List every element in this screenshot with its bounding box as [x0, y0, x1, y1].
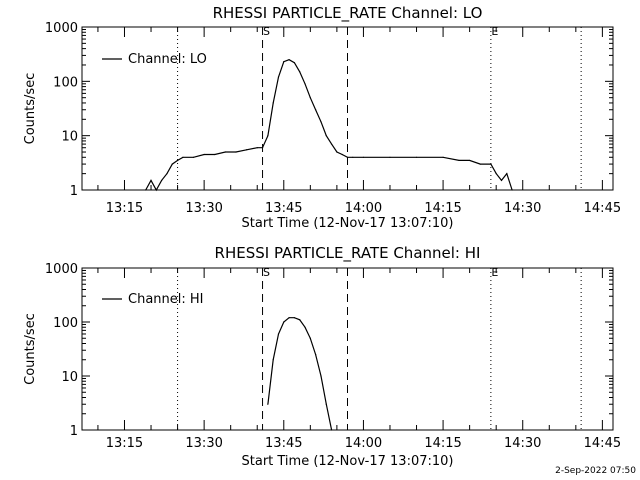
data-point [171, 163, 173, 165]
data-point [166, 173, 168, 175]
data-point [256, 147, 258, 149]
data-point [325, 403, 327, 405]
x-tick-label: 13:45 [265, 201, 302, 216]
x-tick-label: 14:00 [345, 201, 382, 216]
data-point [341, 153, 343, 156]
data-point [320, 121, 322, 123]
data-point [469, 159, 471, 162]
legend-label: Channel: HI [128, 292, 204, 307]
data-point [277, 76, 280, 78]
data-point [315, 109, 317, 111]
data-point [458, 159, 460, 162]
x-tick-label: 14:00 [345, 436, 382, 451]
data-point [293, 317, 295, 319]
data-point [288, 59, 290, 61]
data-point [309, 337, 311, 339]
x-tick-label: 14:30 [504, 436, 541, 451]
data-point [506, 173, 508, 175]
data-point [299, 319, 301, 321]
y-tick-label: 100 [53, 316, 78, 331]
data-point [346, 156, 349, 158]
data-point [155, 189, 157, 191]
series-line [145, 59, 513, 192]
data-point [320, 375, 322, 377]
y-tick-label: 1 [70, 424, 78, 439]
data-point [330, 429, 333, 431]
data-point [150, 179, 152, 182]
data-point [267, 403, 269, 405]
y-tick-label: 1 [70, 184, 78, 199]
data-point [511, 189, 513, 191]
x-tick-label: 13:15 [106, 436, 143, 451]
data-point [283, 61, 285, 63]
data-point [304, 326, 306, 328]
data-point [315, 353, 317, 356]
data-point [304, 83, 306, 85]
data-point [246, 149, 248, 151]
x-tick-label: 14:30 [504, 201, 541, 216]
y-axis-label: Counts/sec [23, 313, 38, 385]
data-point [145, 189, 147, 191]
data-point [272, 102, 274, 104]
x-axis-label: Start Time (12-Nov-17 13:07:10) [242, 454, 454, 469]
legend-label: Channel: LO [128, 52, 207, 67]
data-point [288, 317, 290, 319]
data-point [362, 156, 365, 158]
data-point [490, 163, 492, 165]
y-tick-label: 100 [53, 75, 78, 90]
y-tick-label: 10 [61, 370, 78, 385]
data-point [500, 179, 503, 182]
data-point [235, 151, 237, 153]
data-point [176, 159, 179, 162]
x-tick-label: 14:15 [424, 201, 461, 216]
data-point [495, 173, 497, 175]
x-tick-label: 13:30 [185, 201, 222, 216]
chart-title: RHESSI PARTICLE_RATE Channel: HI [215, 244, 481, 263]
chart-title: RHESSI PARTICLE_RATE Channel: LO [213, 4, 483, 23]
x-tick-label: 14:45 [584, 201, 621, 216]
data-point [415, 156, 418, 158]
y-axis-label: Counts/sec [23, 73, 38, 145]
data-point [267, 135, 269, 137]
footer-timestamp: 2-Sep-2022 07:50 [555, 466, 636, 476]
data-point [214, 153, 216, 156]
data-point [277, 333, 280, 335]
x-tick-label: 14:15 [424, 436, 461, 451]
data-point [224, 151, 226, 153]
data-point [330, 143, 333, 145]
x-tick-label: 13:30 [185, 436, 222, 451]
data-point [325, 135, 327, 137]
data-point [203, 153, 205, 156]
data-point [352, 156, 354, 158]
x-tick-label: 14:45 [584, 436, 621, 451]
data-point [272, 359, 274, 361]
x-axis-label: Start Time (12-Nov-17 13:07:10) [242, 216, 454, 231]
x-tick-label: 13:15 [106, 201, 143, 216]
data-point [283, 321, 285, 323]
y-tick-label: 1000 [45, 262, 78, 277]
start-marker: S [263, 266, 270, 279]
data-point [192, 156, 195, 158]
data-point [299, 71, 301, 73]
data-point [309, 97, 311, 99]
end-marker: E [491, 25, 498, 38]
data-point [293, 62, 295, 64]
start-marker: S [263, 25, 270, 38]
data-point [389, 156, 391, 158]
panel-hi: RHESSI PARTICLE_RATE Channel: HI 1 10 100 10… [23, 244, 621, 469]
panel-lo: RHESSI PARTICLE_RATE Channel: LO 1 10 100 10… [23, 4, 621, 231]
end-marker: E [491, 266, 498, 279]
y-tick-label: 10 [61, 130, 78, 145]
series-line [267, 317, 333, 431]
data-point [161, 179, 163, 182]
data-point [479, 163, 481, 165]
data-point [442, 156, 444, 158]
y-tick-label: 1000 [45, 21, 78, 36]
x-tick-label: 13:45 [265, 436, 302, 451]
data-point [182, 156, 184, 158]
data-point [336, 151, 338, 153]
data-point [261, 147, 264, 149]
